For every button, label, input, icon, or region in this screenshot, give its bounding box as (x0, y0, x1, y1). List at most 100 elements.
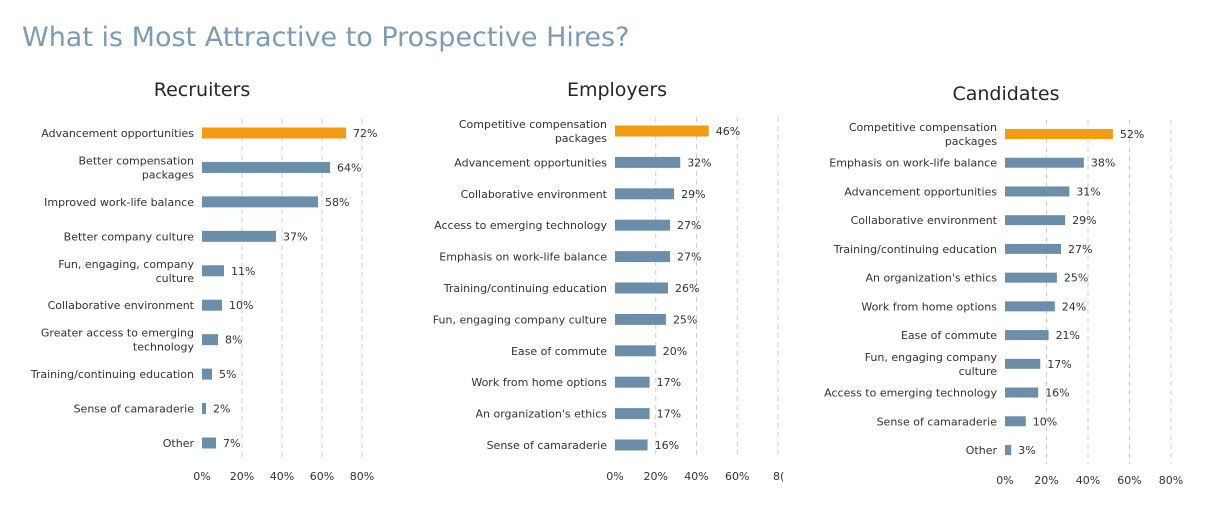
recruiters-category-label: Greater access to emerging technology (41, 327, 195, 354)
candidates-category-label: Training/continuing education (833, 243, 997, 256)
recruiters-value-label: 58% (325, 196, 349, 209)
recruiters-value-label: 8% (225, 334, 242, 347)
candidates-bar (1005, 129, 1113, 139)
employers-bar (615, 125, 709, 137)
candidates-x-tick-label: 20% (1034, 474, 1058, 487)
employers-chart: Employers 0% 20% 40% 60% 8( Competitive compen… (433, 79, 785, 483)
employers-bar (615, 219, 671, 231)
recruiters-chart-title: Recruiters (154, 79, 250, 101)
recruiters-category-label: Collaborative environment (48, 299, 195, 312)
candidates-bar (1005, 243, 1062, 254)
employers-category-label: Work from home options (471, 376, 607, 389)
employers-category-label: An organization's ethics (475, 408, 607, 421)
employers-value-label: 27% (677, 251, 701, 264)
recruiters-x-tick-label: 80% (350, 470, 374, 483)
recruiters-bar (202, 265, 224, 277)
candidates-category-label: An organization's ethics (865, 272, 997, 285)
employers-category-label: Access to emerging technology (434, 219, 607, 232)
employers-category-label: Training/continuing education (443, 282, 607, 295)
employers-x-tick-label: 60% (725, 470, 749, 483)
employers-value-label: 17% (657, 408, 681, 421)
recruiters-x-tick-label: 20% (230, 470, 254, 483)
employers-x-tick-label: 20% (644, 470, 668, 483)
candidates-bar (1005, 416, 1026, 427)
recruiters-value-label: 7% (223, 437, 240, 450)
employers-category-label: Advancement opportunities (454, 156, 607, 169)
employers-category-label: Ease of commute (511, 345, 607, 358)
employers-x-tick-label: 0% (606, 470, 623, 483)
candidates-value-label: 25% (1064, 272, 1088, 285)
candidates-category-label: Emphasis on work-life balance (829, 157, 997, 170)
employers-chart-title: Employers (567, 79, 667, 101)
recruiters-category-label: Improved work-life balance (44, 196, 194, 209)
candidates-bar (1005, 301, 1055, 312)
candidates-value-label: 27% (1068, 243, 1092, 256)
recruiters-value-label: 10% (229, 299, 253, 312)
candidates-value-label: 16% (1045, 387, 1069, 400)
candidates-chart: Candidates 0% 20% 40% 60% 80% Competitive comp… (824, 83, 1183, 487)
employers-bar (615, 251, 671, 263)
candidates-value-label: 52% (1120, 128, 1144, 141)
candidates-value-label: 31% (1076, 185, 1100, 198)
recruiters-value-label: 5% (219, 368, 236, 381)
recruiters-bar (202, 127, 346, 139)
candidates-bar (1005, 157, 1084, 168)
employers-category-label: Fun, engaging company culture (433, 313, 607, 326)
recruiters-x-tick-label: 40% (270, 470, 294, 483)
candidates-category-label: Access to emerging technology (824, 387, 997, 400)
employers-bar (615, 345, 656, 357)
candidates-value-label: 17% (1047, 358, 1071, 371)
candidates-category-label: Ease of commute (901, 329, 997, 342)
recruiters-bar (202, 299, 222, 311)
candidates-x-tick-label: 0% (996, 474, 1013, 487)
recruiters-x-tick-label: 60% (310, 470, 334, 483)
employers-value-label: 46% (716, 125, 740, 138)
recruiters-category-label: Better company culture (64, 230, 195, 243)
employers-value-label: 20% (663, 345, 687, 358)
recruiters-value-label: 37% (283, 230, 307, 243)
employers-category-label: Sense of camaraderie (487, 439, 608, 452)
recruiters-value-label: 72% (353, 127, 377, 140)
page-title: What is Most Attractive to Prospective H… (22, 22, 630, 53)
candidates-chart-title: Candidates (952, 83, 1059, 105)
candidates-category-label: Advancement opportunities (844, 185, 997, 198)
employers-value-label: 27% (677, 219, 701, 232)
employers-bar (615, 376, 650, 388)
candidates-value-label: 24% (1062, 300, 1086, 313)
recruiters-bar (202, 334, 218, 346)
employers-bar (615, 439, 648, 451)
recruiters-value-label: 2% (213, 403, 230, 416)
candidates-x-tick-label: 60% (1117, 474, 1141, 487)
recruiters-bar (202, 196, 318, 208)
recruiters-category-label: Training/continuing education (30, 368, 194, 381)
candidates-bar (1005, 215, 1066, 226)
candidates-value-label: 21% (1056, 329, 1080, 342)
employers-value-label: 26% (675, 282, 699, 295)
candidates-category-label: Collaborative environment (851, 214, 998, 227)
employers-x-tick-label: 40% (684, 470, 708, 483)
candidates-bar (1005, 272, 1057, 283)
recruiters-category-label: Sense of camaraderie (74, 403, 195, 416)
candidates-category-label: Work from home options (861, 300, 997, 313)
employers-value-label: 17% (657, 376, 681, 389)
recruiters-category-label: Other (163, 437, 195, 450)
candidates-category-label: Other (966, 444, 998, 457)
employers-value-label: 29% (681, 188, 705, 201)
recruiters-value-label: 64% (337, 161, 361, 174)
employers-bar (615, 282, 668, 294)
employers-bar (615, 313, 666, 325)
employers-value-label: 25% (673, 313, 697, 326)
candidates-x-tick-label: 40% (1076, 474, 1100, 487)
employers-bar (615, 156, 681, 168)
candidates-bar (1005, 330, 1049, 341)
candidates-value-label: 29% (1072, 214, 1096, 227)
recruiters-category-label: Advancement opportunities (41, 127, 194, 140)
candidates-value-label: 38% (1091, 157, 1115, 170)
candidates-bar (1005, 186, 1070, 197)
candidates-value-label: 10% (1033, 415, 1057, 428)
employers-value-label: 32% (687, 156, 711, 169)
employers-x-tick-label: 8( (773, 470, 784, 483)
candidates-bar (1005, 387, 1039, 398)
candidates-bar (1005, 358, 1041, 369)
employers-category-label: Competitive compensation packages (459, 118, 607, 145)
